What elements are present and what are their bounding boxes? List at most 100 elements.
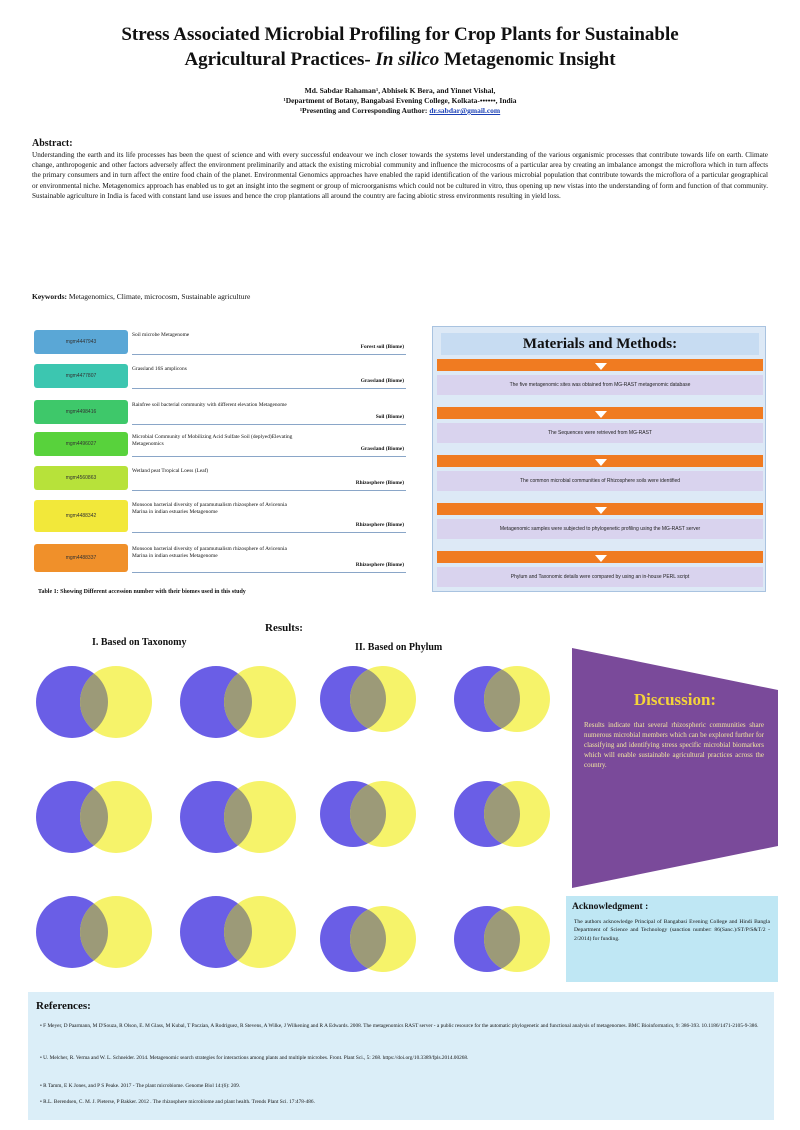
venn-overlap [484, 666, 520, 732]
row-divider [132, 354, 406, 355]
discussion-body: Results indicate that several rhizospher… [584, 721, 764, 769]
venn-diagram [452, 900, 552, 974]
acknowledgment-body: The authors acknowledge Principal of Ban… [574, 919, 770, 942]
accession-table-caption: Table 1: Showing Different accession num… [38, 589, 246, 595]
accession-row: mgm4488342 Monsoon bacterial diversity of… [34, 500, 406, 533]
author-affiliation: ¹Department of Botany, Bangabasi Evening… [283, 96, 517, 105]
down-arrow-icon [595, 555, 607, 562]
venn-overlap [224, 781, 252, 853]
author-names: Md. Sabdar Rahaman¹, Abhisek K Bera, and… [304, 86, 496, 95]
reference-item: • R Tamm, E K Jones, and P S Peake. 2017… [40, 1083, 241, 1089]
results-taxonomy-heading: I. Based on Taxonomy [92, 637, 187, 648]
row-divider [132, 532, 406, 533]
title-line-2-pre: Agricultural Practices- [184, 49, 371, 70]
accession-row: mgm4496027 Microbial Community of Mobiliz… [34, 432, 406, 462]
accession-description: Rainfree soil bacterial community with d… [132, 402, 287, 408]
accession-code: mgm4447943 [34, 330, 128, 354]
abstract-body: Understanding the earth and its life pro… [32, 151, 768, 200]
venn-diagram [34, 775, 154, 855]
method-step: The five metagenomic sites was obtained … [437, 375, 763, 395]
reference-item: • U. Melcher, R. Verma and W. L. Schneid… [40, 1055, 469, 1061]
venn-overlap [80, 666, 108, 738]
discussion-background [572, 648, 778, 888]
reference-item: • R.L. Berendsen, C. M. J. Pieterse, P B… [40, 1099, 315, 1105]
references-heading: References: [36, 1000, 91, 1012]
accession-code: mgm4496027 [34, 432, 128, 456]
keywords: Keywords: Metagenomics, Climate, microco… [32, 292, 250, 301]
accession-code: mgm4488337 [34, 544, 128, 572]
down-arrow-icon [595, 507, 607, 514]
accession-description: Monsoon bacterial diversity of paramutua… [132, 546, 287, 559]
accession-biome: Grassland (Biome) [360, 378, 404, 384]
method-step: The Sequences were retrieved from MG-RAS… [437, 423, 763, 443]
row-divider [132, 424, 406, 425]
accession-row: mgm4477807 Grassland 16S amplicons Grassla… [34, 364, 406, 394]
accession-description: Monsoon bacterial diversity of paramutua… [132, 502, 287, 515]
author-email-link[interactable]: dr.sabdar@gmail.com [429, 106, 501, 115]
row-divider [132, 572, 406, 573]
venn-diagram [318, 775, 418, 849]
accession-biome: Forest soil (Biome) [360, 344, 404, 350]
accession-description: Wetland peat Tropical Loess (Leaf) [132, 468, 209, 474]
materials-methods-panel: Materials and Methods: The five metageno… [432, 326, 766, 592]
accession-row: mgm4498416 Rainfree soil bacterial commun… [34, 400, 406, 430]
accession-row: mgm4447943 Soil microbe Metagenome Forest … [34, 330, 406, 360]
row-divider [132, 490, 406, 491]
discussion-heading: Discussion: [633, 690, 717, 709]
venn-diagram [34, 890, 154, 970]
accession-description: Microbial Community of Mobilizing Acid S… [132, 434, 293, 447]
abstract-heading: Abstract: [32, 138, 73, 149]
accession-row: mgm4560863 Wetland peat Tropical Loess (L… [34, 466, 406, 496]
accession-code: mgm4560863 [34, 466, 128, 490]
accession-biome: Rhizosphere (Biome) [355, 562, 404, 568]
row-divider [132, 456, 406, 457]
venn-overlap [350, 906, 386, 972]
author-block: Md. Sabdar Rahaman¹, Abhisek K Bera, and… [100, 86, 700, 116]
venn-diagram [178, 775, 298, 855]
accession-description: Grassland 16S amplicons [132, 366, 187, 372]
acknowledgment-panel: Acknowledgment : The authors acknowledge… [566, 896, 778, 982]
venn-overlap [224, 666, 252, 738]
venn-diagram [34, 660, 154, 740]
method-step: The common microbial communities of Rhiz… [437, 471, 763, 491]
accession-biome: Grassland (Biome) [360, 446, 404, 452]
corresponding-label: ¹Presenting and Corresponding Author: [299, 106, 428, 115]
accession-biome: Rhizosphere (Biome) [355, 480, 404, 486]
venn-overlap [484, 906, 520, 972]
down-arrow-icon [595, 411, 607, 418]
venn-overlap [350, 781, 386, 847]
venn-overlap [224, 896, 252, 968]
accession-biome: Soil (Biome) [375, 414, 404, 420]
accession-description: Soil microbe Metagenome [132, 332, 190, 338]
down-arrow-icon [595, 363, 607, 370]
method-step: Metagenomic samples were subjected to ph… [437, 519, 763, 539]
title-line-2-post: Metagenomic Insight [444, 49, 616, 70]
accession-code: mgm4477807 [34, 364, 128, 388]
discussion-panel: Discussion: Results indicate that severa… [572, 648, 778, 888]
down-arrow-icon [595, 459, 607, 466]
title-line-2-italic: In silico [375, 49, 440, 70]
results-heading: Results: [265, 622, 303, 634]
venn-diagram [318, 900, 418, 974]
accession-code: mgm4498416 [34, 400, 128, 424]
row-divider [132, 388, 406, 389]
acknowledgment-heading: Acknowledgment : [572, 902, 649, 912]
method-step: Phylum and Taxonomic details were compar… [437, 567, 763, 587]
materials-methods-heading: Materials and Methods: [441, 333, 759, 355]
venn-overlap [350, 666, 386, 732]
title-line-2: Agricultural Practices- In silico Metage… [40, 47, 760, 72]
venn-diagram [178, 890, 298, 970]
venn-diagram [452, 660, 552, 734]
venn-overlap [484, 781, 520, 847]
reference-item: • F Meyer, D Paarmann, M D'Souza, R Olso… [40, 1023, 759, 1029]
poster-title: Stress Associated Microbial Profiling fo… [40, 22, 760, 72]
accession-row: mgm4488337 Monsoon bacterial diversity of… [34, 544, 406, 574]
keywords-text: Metagenomics, Climate, microcosm, Sustai… [68, 292, 251, 301]
accession-biome: Rhizosphere (Biome) [355, 522, 404, 528]
venn-diagram [452, 775, 552, 849]
results-phylum-heading: II. Based on Phylum [355, 642, 443, 653]
venn-diagram [318, 660, 418, 734]
venn-overlap [80, 896, 108, 968]
references-panel: References: • F Meyer, D Paarmann, M D'S… [28, 992, 774, 1120]
venn-diagram [178, 660, 298, 740]
